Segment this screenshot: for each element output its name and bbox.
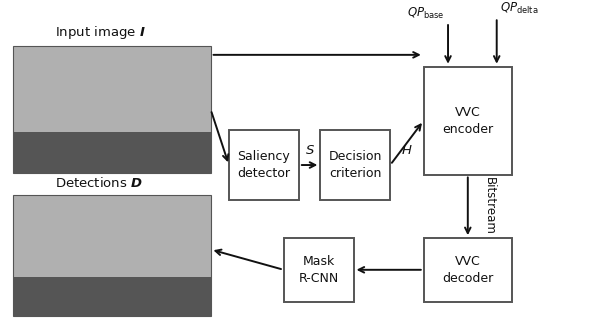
Text: Mask
R-CNN: Mask R-CNN: [298, 255, 339, 285]
Text: Decision
criterion: Decision criterion: [329, 150, 382, 180]
Text: $QP_{\mathrm{delta}}$: $QP_{\mathrm{delta}}$: [500, 1, 538, 16]
Bar: [13, 195, 210, 316]
Text: VVC
encoder: VVC encoder: [442, 106, 493, 136]
Text: Input image $\boldsymbol{I}$: Input image $\boldsymbol{I}$: [56, 24, 146, 41]
Text: $H$: $H$: [401, 144, 413, 157]
Text: Detections $\boldsymbol{D}$: Detections $\boldsymbol{D}$: [56, 176, 143, 190]
Bar: [13, 132, 210, 173]
Bar: [284, 238, 354, 302]
Text: $QP_{\mathrm{base}}$: $QP_{\mathrm{base}}$: [407, 5, 445, 21]
Bar: [13, 46, 210, 173]
Text: $S$: $S$: [304, 144, 315, 157]
Bar: [229, 130, 299, 200]
Bar: [424, 66, 512, 175]
Text: Bitstream: Bitstream: [483, 177, 496, 235]
Bar: [13, 277, 210, 316]
Text: Saliency
detector: Saliency detector: [237, 150, 290, 180]
Text: VVC
decoder: VVC decoder: [442, 255, 493, 285]
Bar: [424, 238, 512, 302]
Bar: [320, 130, 390, 200]
